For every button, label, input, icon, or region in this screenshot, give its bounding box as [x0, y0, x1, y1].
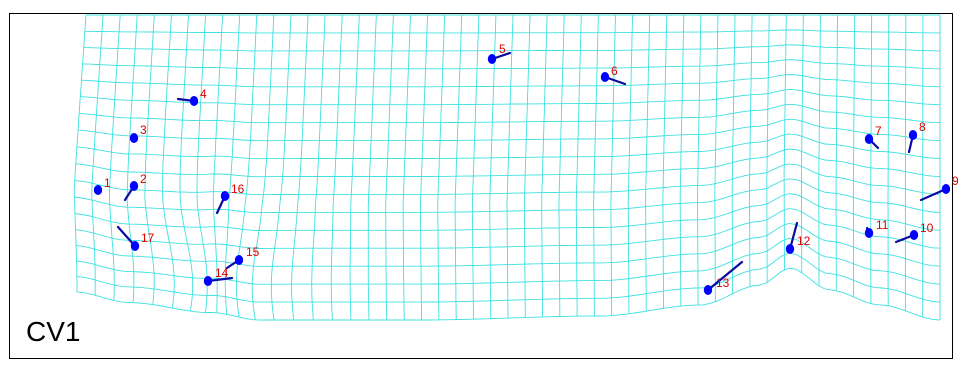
- grid-column-line: [489, 14, 497, 319]
- grid-column-line: [126, 14, 138, 303]
- grid-column-line: [179, 14, 194, 312]
- grid-column-line: [402, 14, 411, 321]
- landmark-point-8: [908, 130, 918, 140]
- landmark-point-12: [785, 244, 795, 254]
- grid-column-line: [887, 14, 890, 306]
- grid-column-line: [662, 14, 668, 309]
- grid-column-line: [224, 14, 241, 315]
- grid-column-line: [835, 15, 838, 291]
- grid-column-line: [144, 14, 155, 305]
- landmark-point-10: [909, 230, 919, 240]
- grid-column-line: [541, 14, 548, 318]
- landmark-label-7: 7: [875, 124, 882, 138]
- landmark-label-5: 5: [499, 42, 506, 56]
- grid-column-line: [235, 14, 258, 318]
- grid-column-line: [852, 15, 856, 297]
- landmark-point-11: [864, 228, 874, 238]
- landmark-label-13: 13: [716, 276, 730, 290]
- grid-column-line: [783, 14, 787, 270]
- grid-column-line: [558, 14, 565, 317]
- grid-column-line: [679, 14, 685, 307]
- grid-column-line: [818, 15, 821, 286]
- landmark-point-14: [203, 276, 213, 286]
- landmark-point-17: [130, 241, 140, 251]
- landmark-label-16: 16: [231, 182, 245, 196]
- landmark-label-1: 1: [104, 176, 111, 190]
- grid-column-line: [506, 14, 514, 319]
- grid-column-line: [73, 14, 87, 292]
- landmark-label-11: 11: [876, 218, 889, 232]
- grid-column-line: [291, 14, 309, 321]
- grid-column-line: [91, 14, 104, 296]
- grid-column-line: [645, 14, 651, 312]
- landmark-point-2: [129, 181, 139, 191]
- grid-column-line: [108, 14, 121, 301]
- grid-column-line: [870, 14, 873, 304]
- landmark-label-3: 3: [140, 123, 147, 137]
- grid-column-line: [627, 14, 634, 314]
- grid-column-line: [330, 14, 343, 321]
- grid-column-line: [523, 14, 531, 318]
- landmark-label-17: 17: [141, 231, 155, 245]
- panel-label: CV1: [26, 316, 81, 347]
- grid-column-line: [162, 14, 175, 309]
- grid-column-line: [212, 14, 224, 313]
- grid-row-line: [76, 267, 941, 321]
- landmark-point-6: [600, 72, 610, 82]
- landmark-point-9: [941, 184, 951, 194]
- landmark-vector-13: [706, 260, 744, 292]
- landmark-point-13: [703, 285, 713, 295]
- grid-column-line: [270, 14, 292, 321]
- landmark-point-3: [129, 133, 139, 143]
- landmark-point-15: [234, 255, 244, 265]
- grid-column-line: [454, 14, 463, 320]
- landmark-label-14: 14: [215, 266, 229, 280]
- grid-column-line: [251, 14, 275, 320]
- grid-column-line: [311, 14, 326, 321]
- landmark-point-16: [220, 191, 230, 201]
- grid-column-line: [349, 14, 360, 321]
- grid-column-line: [714, 14, 719, 302]
- grid-column-line: [196, 14, 208, 313]
- grid-column-line: [800, 14, 804, 273]
- grid-column-line: [437, 14, 446, 320]
- deformation-grid: [73, 14, 941, 321]
- landmark-label-6: 6: [611, 64, 618, 78]
- landmark-label-9: 9: [952, 174, 958, 188]
- landmark-vector-9: [919, 187, 948, 202]
- grid-column-line: [575, 14, 582, 317]
- grid-column-line: [385, 14, 394, 321]
- grid-column-line: [367, 14, 377, 321]
- grid-column-line: [471, 14, 480, 320]
- landmark-label-15: 15: [246, 245, 260, 259]
- grid-column-line: [419, 14, 429, 320]
- grid-column-line: [697, 14, 702, 306]
- landmark-label-2: 2: [140, 172, 147, 186]
- landmark-point-1: [93, 185, 103, 195]
- landmark-point-7: [864, 134, 874, 144]
- landmark-label-12: 12: [797, 234, 811, 248]
- landmark-point-5: [487, 54, 497, 64]
- grid-column-line: [610, 14, 616, 316]
- landmark-label-4: 4: [200, 87, 207, 101]
- grid-column-line: [593, 14, 599, 317]
- grid-column-line: [731, 14, 736, 294]
- grid-column-line: [749, 14, 753, 287]
- landmark-point-4: [189, 96, 199, 106]
- grid-column-line: [766, 14, 770, 283]
- landmark-points: [93, 54, 951, 295]
- landmark-label-10: 10: [920, 221, 934, 235]
- landmark-label-8: 8: [919, 120, 926, 134]
